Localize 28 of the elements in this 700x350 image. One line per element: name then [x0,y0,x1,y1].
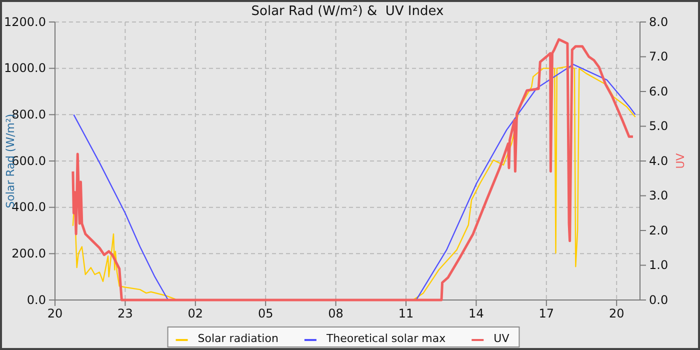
y-tick-label: 400.0 [12,200,46,214]
x-tick-label: 11 [398,306,414,321]
y-tick-label: 1200.0 [4,14,46,29]
y2-tick-label: 7.0 [649,50,668,64]
y2-tick-label: 1.0 [649,258,668,272]
x-tick-label: 20 [608,306,624,321]
x-tick-label: 23 [118,306,133,321]
x-tick-label: 20 [47,306,63,321]
y-tick-label: 0.0 [26,292,46,307]
chart-title: Solar Rad (W/m²) & UV Index [251,4,444,19]
legend-label: Theoretical solar max [325,332,446,345]
y2-tick-label: 3.0 [649,188,668,203]
y-tick-label: 200.0 [12,246,46,261]
x-tick-label: 14 [468,306,484,321]
x-tick-label: 05 [258,306,274,321]
x-tick-label: 02 [188,306,204,321]
y2-tick-label: 4.0 [649,154,668,168]
x-tick-label: 17 [538,306,554,321]
y2-tick-label: 0.0 [649,292,668,307]
y-tick-label: 1000.0 [4,61,46,76]
y2-tick-label: 5.0 [649,119,668,134]
y2-tick-label: 2.0 [649,223,668,238]
y2-tick-label: 8.0 [649,14,668,29]
y2-axis-title: UV [674,152,687,169]
legend-label: Solar radiation [198,332,278,345]
x-tick-label: 08 [328,306,344,321]
legend-label: UV [494,332,510,345]
y2-tick-label: 6.0 [649,84,668,98]
